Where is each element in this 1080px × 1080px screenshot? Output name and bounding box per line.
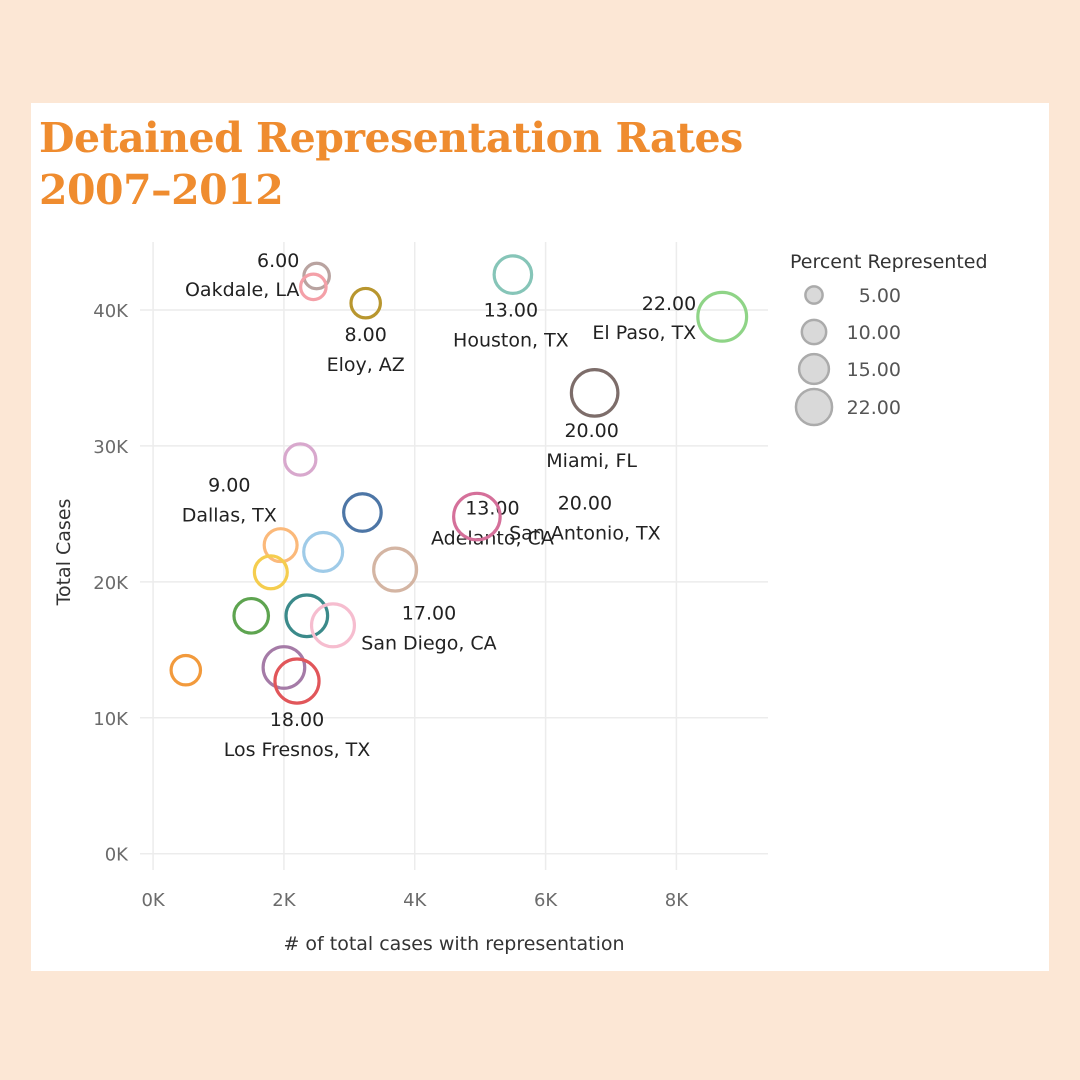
y-axis-title: Total Cases (53, 499, 75, 607)
point-value-label: 18.00 (270, 709, 324, 731)
legend-item-label: 10.00 (847, 322, 901, 344)
y-tick-label: 30K (93, 437, 129, 458)
legend-size-swatch (797, 352, 831, 386)
x-axis-title: # of total cases with representation (283, 933, 624, 955)
scatter-point[interactable] (302, 530, 345, 573)
point-name-label: Miami, FL (546, 450, 637, 472)
scatter-point[interactable] (262, 527, 299, 564)
point-name-label: Dallas, TX (182, 504, 277, 526)
point-name-label: San Diego, CA (361, 632, 496, 654)
x-tick-label: 8K (665, 890, 689, 911)
legend-title: Percent Represented (790, 251, 988, 273)
point-name-label: Los Fresnos, TX (224, 739, 371, 761)
scatter-point[interactable] (372, 546, 419, 593)
point-name-label: San Antonio, TX (509, 523, 661, 545)
point-value-label: 8.00 (345, 324, 387, 346)
point-value-label: 22.00 (642, 293, 696, 315)
x-tick-label: 0K (141, 890, 165, 911)
y-tick-label: 0K (105, 845, 129, 866)
chart-card (31, 103, 1049, 971)
legend-size-swatch (804, 285, 824, 305)
scatter-point[interactable] (232, 596, 271, 635)
chart-title-line-1: Detained Representation Rates (39, 114, 743, 162)
point-value-label: 17.00 (402, 602, 456, 624)
point-value-label: 13.00 (465, 498, 519, 520)
scatter-point[interactable] (696, 290, 749, 343)
x-tick-label: 4K (403, 890, 427, 911)
y-tick-label: 20K (93, 573, 129, 594)
point-name-label: Eloy, AZ (327, 354, 405, 376)
x-tick-label: 6K (534, 890, 558, 911)
legend-item-label: 15.00 (847, 359, 901, 381)
scatter-point[interactable] (492, 254, 534, 295)
axes: 0K 2K 4K 6K 8K 0K 10K 20K 30K 40K # of total cases… (53, 301, 689, 955)
scatter-point[interactable] (261, 645, 307, 690)
chart-title-line-2: 2007–2012 (39, 166, 284, 214)
legend-item-label: 5.00 (859, 285, 901, 307)
point-labels: 6.00 Oakdale, LA 8.00 Eloy, AZ 13.00 Houston,… (182, 250, 696, 761)
scatter-point[interactable] (342, 492, 383, 533)
y-tick-label: 10K (93, 709, 129, 730)
scatter-point[interactable] (284, 593, 330, 639)
scatter-point[interactable] (349, 286, 382, 320)
scatter-point[interactable] (309, 602, 357, 649)
point-name-label: El Paso, TX (592, 322, 696, 344)
chart-title: Detained Representation Rates 2007–2012 (39, 112, 743, 216)
scatter-point[interactable] (283, 442, 318, 477)
point-value-label: 6.00 (257, 250, 299, 272)
y-tick-label: 40K (93, 301, 129, 322)
point-name-label: Oakdale, LA (185, 279, 299, 301)
legend-size-swatch (800, 318, 828, 346)
x-tick-label: 2K (272, 890, 296, 911)
point-value-label: 20.00 (558, 493, 612, 515)
legend-item-label: 22.00 (847, 397, 901, 419)
size-legend: Percent Represented 5.00 10.00 15.00 22.00 (790, 251, 988, 427)
point-value-label: 9.00 (208, 474, 250, 496)
scatter-point[interactable] (569, 368, 620, 418)
scatter-point[interactable] (452, 491, 502, 542)
scatter-point[interactable] (273, 657, 321, 705)
data-points (169, 254, 749, 705)
point-name-label: Houston, TX (453, 330, 569, 352)
point-value-label: 13.00 (484, 300, 538, 322)
scatter-point[interactable] (252, 554, 289, 591)
gridlines (140, 242, 768, 870)
point-value-label: 20.00 (564, 420, 618, 442)
legend-size-swatch (794, 387, 834, 427)
scatter-point[interactable] (299, 272, 328, 302)
scatter-point[interactable] (169, 653, 203, 687)
scatter-point[interactable] (302, 261, 331, 291)
